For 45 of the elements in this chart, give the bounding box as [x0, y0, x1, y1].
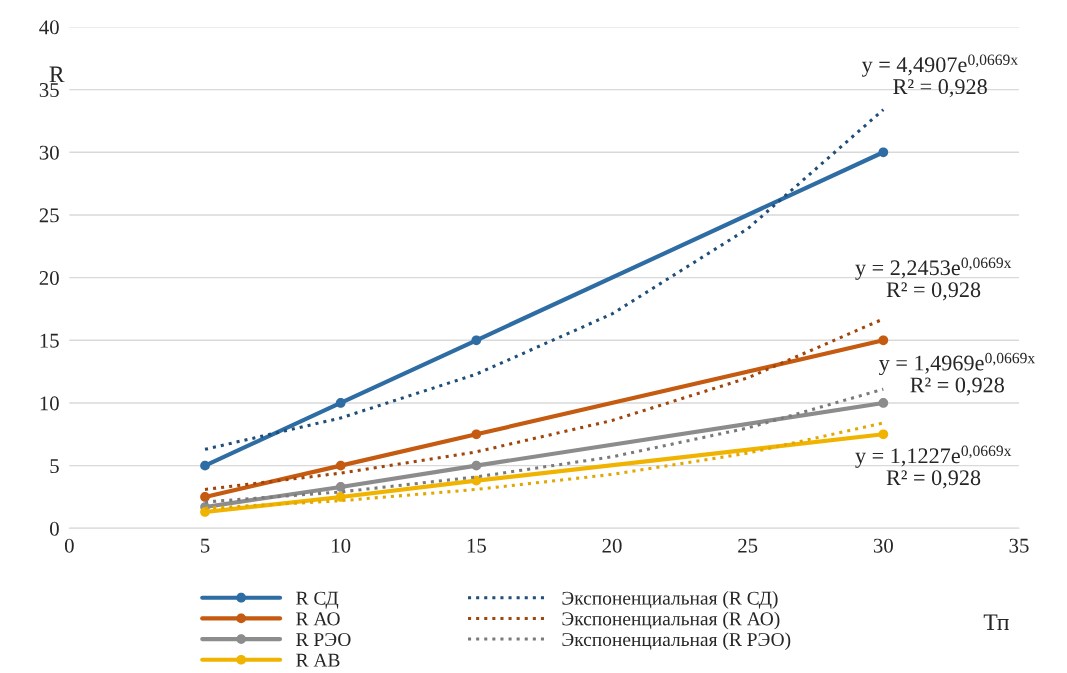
point: [200, 460, 210, 471]
y-tick-label: 15: [40, 333, 59, 348]
x-axis-title: Тп: [983, 614, 1009, 630]
x-tick-label: 30: [873, 538, 893, 553]
x-tick-label: 25: [738, 538, 758, 553]
legend-label: Экспоненциальная (R РЭО): [562, 632, 791, 651]
point: [335, 492, 346, 502]
point: [335, 460, 346, 471]
annotation: y = 1,1227e$^{0,0669x}$ R² = 0,928: [855, 445, 1012, 489]
point: [878, 429, 889, 440]
x-tick-label: 5: [201, 538, 210, 553]
legend-label: R СД: [296, 591, 339, 609]
point: [878, 147, 889, 158]
y-tick-label: 35: [39, 83, 59, 98]
point: [878, 335, 889, 346]
legend-label: R АВ: [296, 653, 340, 667]
y-tick-label: 25: [39, 208, 59, 223]
annotation: y = 4,4907e$^{0,0669x}$ R² = 0,928: [861, 54, 1018, 98]
point: [471, 429, 482, 440]
point: [471, 335, 482, 346]
x-tick-label: 35: [1009, 538, 1029, 553]
point: [335, 398, 346, 408]
x-tick-label: 10: [332, 538, 351, 553]
legend-label: Экспоненциальная (R СД): [562, 591, 778, 609]
point: [878, 398, 889, 408]
point: [471, 460, 482, 471]
point: [200, 492, 210, 502]
y-tick-label: 0: [50, 521, 59, 536]
legend-label: R РЭО: [296, 633, 351, 647]
point: [471, 475, 482, 486]
legend-label: R АО: [296, 612, 340, 626]
y-tick-label: 20: [39, 270, 59, 286]
x-tick-label: 15: [467, 538, 486, 553]
annotation: y = 1,4969e$^{0,0669x}$ R² = 0,928: [878, 352, 1035, 396]
y-tick-label: 10: [40, 396, 59, 411]
y-tick-label: 40: [39, 20, 59, 35]
x-tick-label: 20: [602, 538, 622, 553]
y-tick-label: 5: [50, 459, 59, 474]
y-tick-label: 30: [39, 145, 59, 160]
point: [335, 482, 346, 492]
legend-label: Экспоненциальная (R АО): [562, 611, 780, 630]
point: [200, 507, 210, 517]
annotation: y = 2,2453e$^{0,0669x}$ R² = 0,928: [855, 257, 1012, 301]
y-axis-title: R: [49, 66, 65, 83]
x-tick-label: 0: [64, 538, 74, 553]
